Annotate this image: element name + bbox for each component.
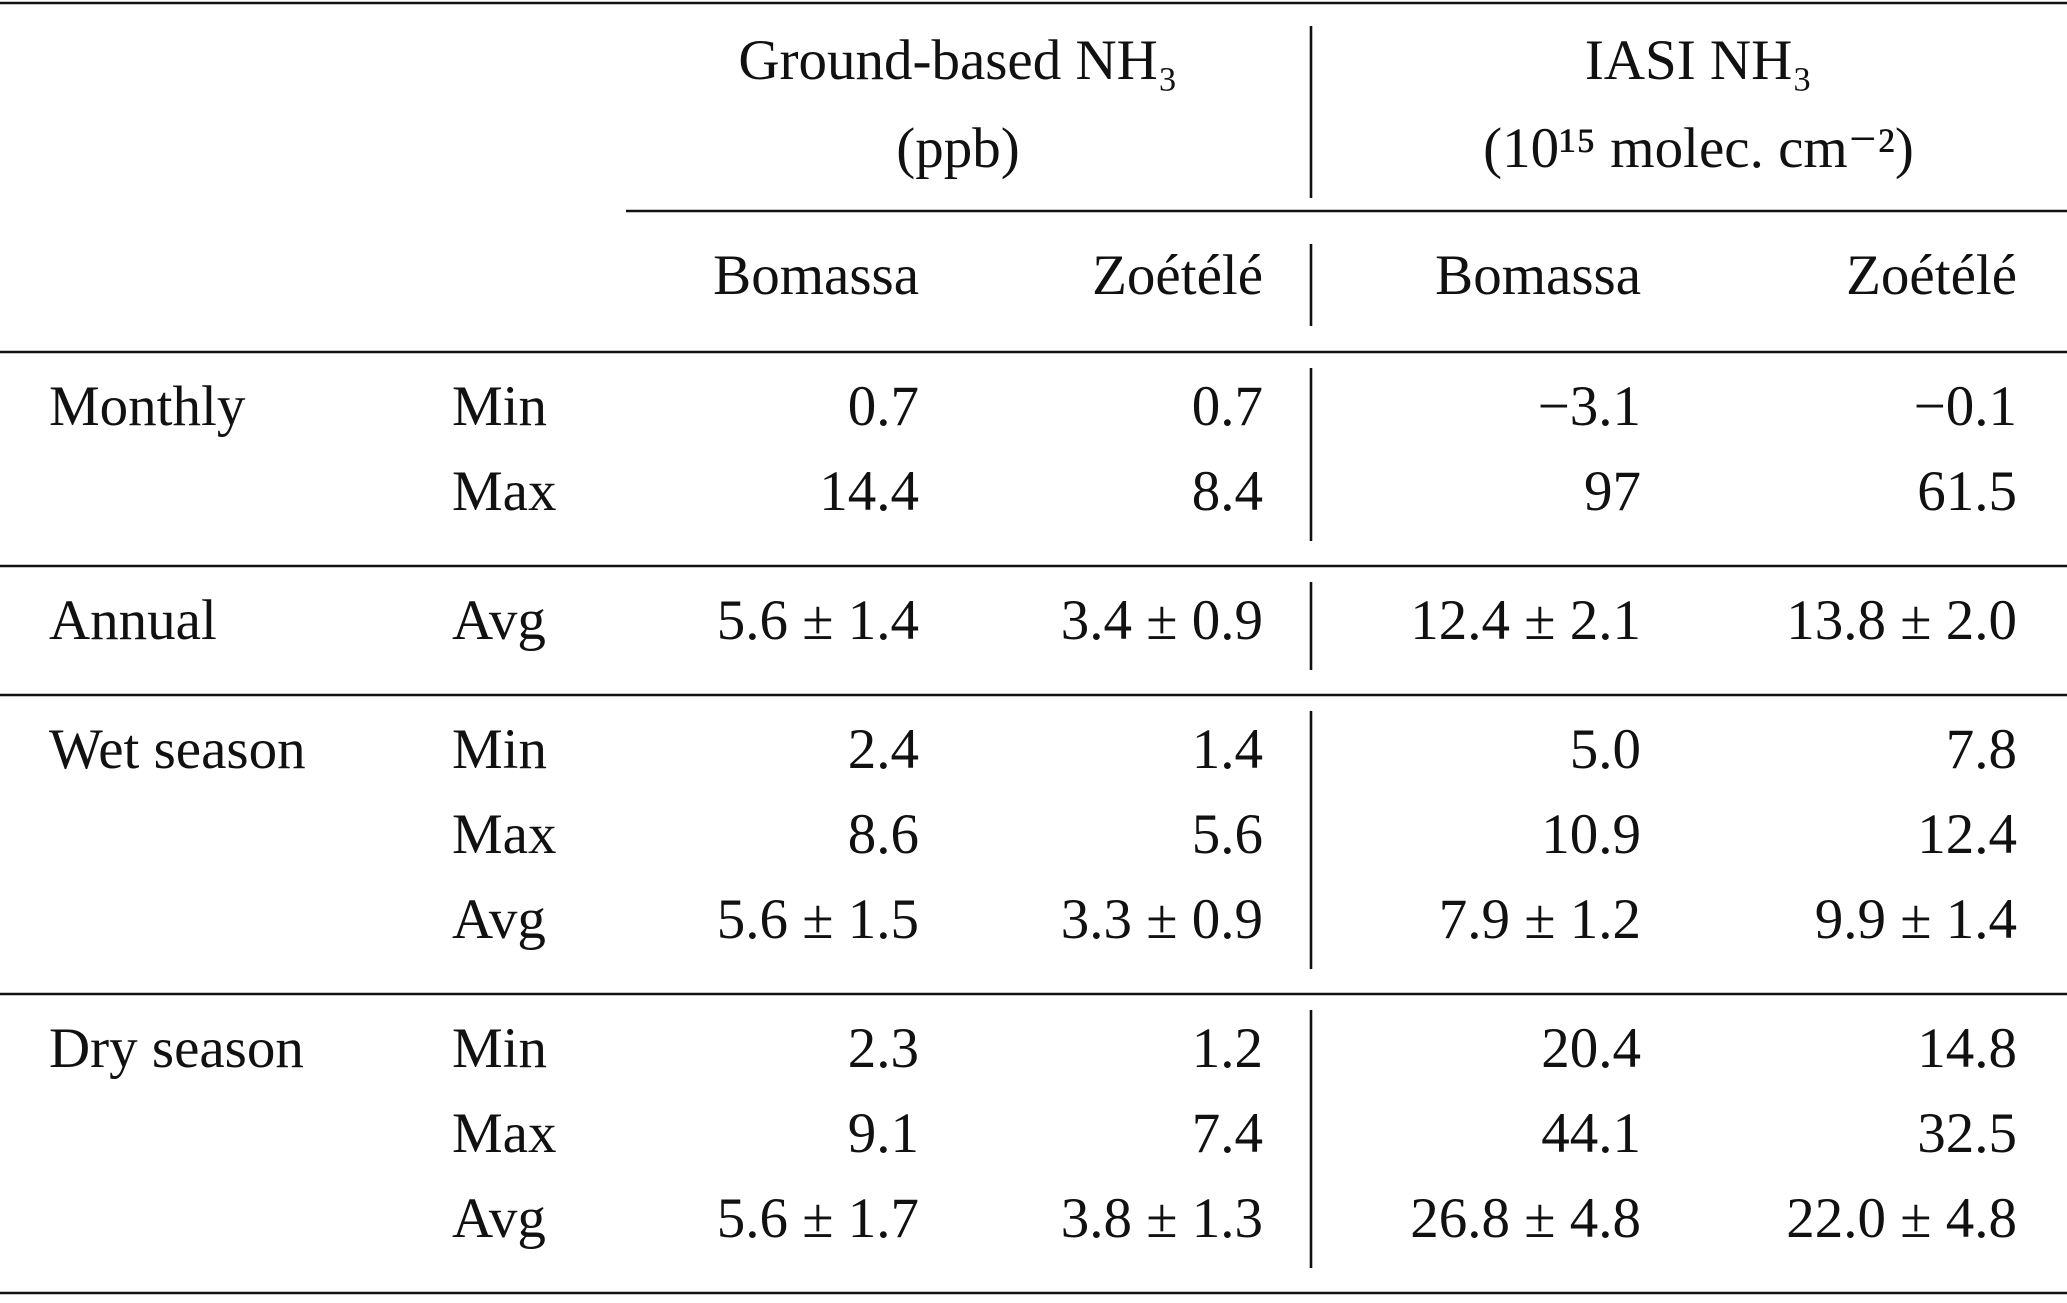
cell: 12.4 ± 2.1: [1410, 589, 1641, 652]
stat-label: Avg: [452, 888, 546, 951]
group-header: (ppb): [896, 117, 1019, 180]
cell: 44.1: [1541, 1102, 1641, 1165]
column-header: Bomassa: [1435, 244, 1641, 307]
cell: 61.5: [1917, 460, 2017, 523]
section-label: Annual: [49, 589, 217, 652]
column-header: Zoétélé: [1092, 244, 1263, 307]
cell: 2.4: [848, 718, 919, 781]
cell: −3.1: [1538, 375, 1641, 438]
section-label: Dry season: [49, 1017, 304, 1080]
cell: 13.8 ± 2.0: [1786, 589, 2017, 652]
group-header: (10¹⁵ molec. cm⁻²): [1483, 117, 1914, 180]
cell: 5.6: [1192, 803, 1263, 866]
cell: 7.9 ± 1.2: [1439, 888, 1641, 951]
section-label: Wet season: [49, 718, 306, 781]
cell: 26.8 ± 4.8: [1410, 1187, 1641, 1250]
stat-label: Max: [452, 1102, 556, 1165]
cell: 3.8 ± 1.3: [1061, 1187, 1263, 1250]
cell: 9.9 ± 1.4: [1815, 888, 2017, 951]
cell: 12.4: [1917, 803, 2017, 866]
cell: 1.2: [1192, 1017, 1263, 1080]
cell: 3.4 ± 0.9: [1061, 589, 1263, 652]
cell: 32.5: [1917, 1102, 2017, 1165]
cell: 9.1: [848, 1102, 919, 1165]
cell: 1.4: [1192, 718, 1263, 781]
cell: 22.0 ± 4.8: [1786, 1187, 2017, 1250]
cell: 2.3: [848, 1017, 919, 1080]
group-header: IASI NH₃: [1585, 29, 1812, 92]
cell: 5.0: [1570, 718, 1641, 781]
stat-label: Min: [452, 375, 547, 438]
cell: 5.6 ± 1.4: [717, 589, 919, 652]
stat-label: Max: [452, 460, 556, 523]
cell: 5.6 ± 1.7: [717, 1187, 919, 1250]
stat-label: Min: [452, 1017, 547, 1080]
cell: 14.8: [1917, 1017, 2017, 1080]
cell: 8.6: [848, 803, 919, 866]
cell: −0.1: [1914, 375, 2017, 438]
column-header: Zoétélé: [1846, 244, 2017, 307]
cell: 14.4: [819, 460, 919, 523]
group-header: Ground-based NH₃: [738, 29, 1177, 92]
section-label: Monthly: [49, 375, 246, 438]
cell: 7.4: [1192, 1102, 1263, 1165]
cell: 8.4: [1192, 460, 1263, 523]
cell: 5.6 ± 1.5: [717, 888, 919, 951]
cell: 3.3 ± 0.9: [1061, 888, 1263, 951]
cell: 10.9: [1541, 803, 1641, 866]
cell: 7.8: [1946, 718, 2017, 781]
column-header: Bomassa: [713, 244, 919, 307]
cell: 20.4: [1541, 1017, 1641, 1080]
stat-label: Max: [452, 803, 556, 866]
cell: 97: [1584, 460, 1641, 523]
stat-label: Min: [452, 718, 547, 781]
cell: 0.7: [1192, 375, 1263, 438]
stat-label: Avg: [452, 1187, 546, 1250]
cell: 0.7: [848, 375, 919, 438]
stat-label: Avg: [452, 589, 546, 652]
